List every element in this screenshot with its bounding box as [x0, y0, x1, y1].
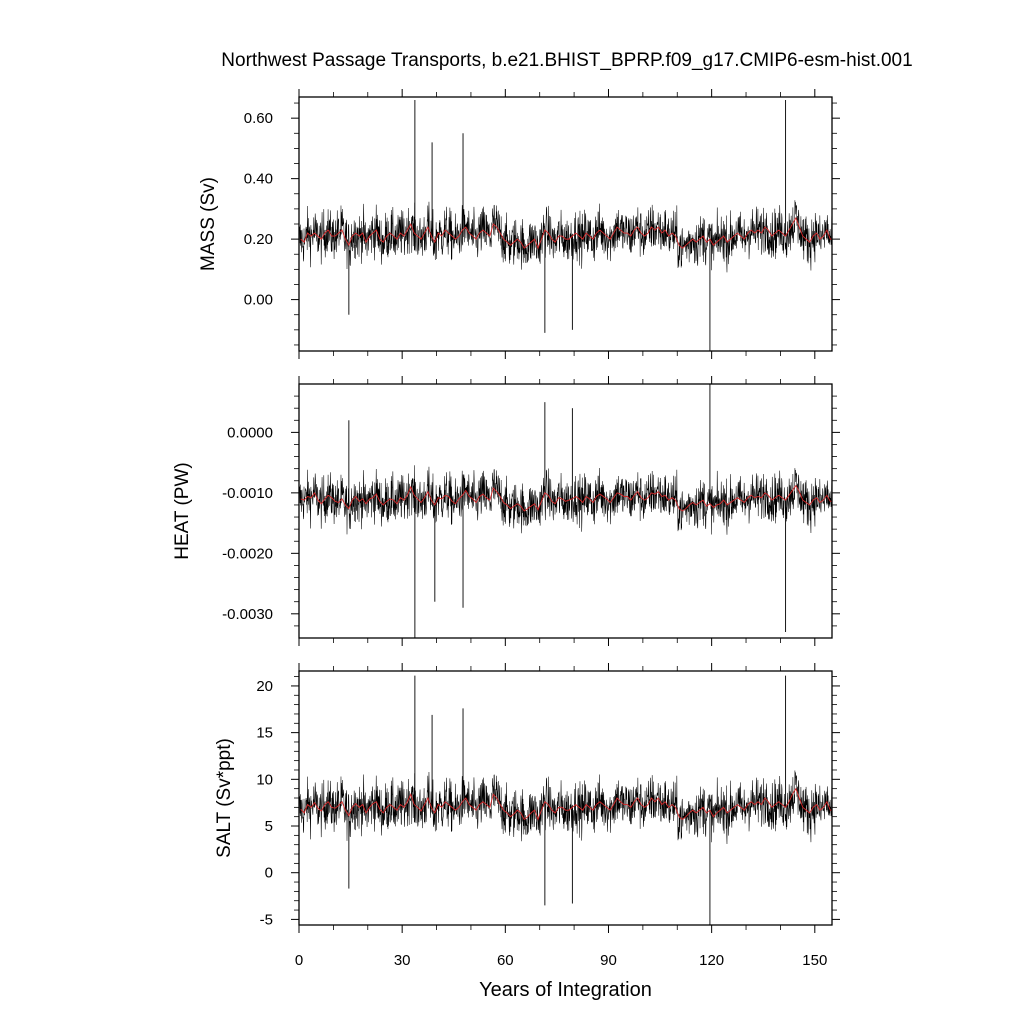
x-tick-label: 0 [295, 952, 303, 969]
monthly-series-line [299, 770, 832, 845]
y-tick-label: 15 [256, 725, 273, 742]
y-tick-label: 5 [265, 818, 273, 835]
plot-frame [298, 383, 833, 639]
x-tick-label: 30 [394, 952, 411, 969]
x-tick-label: 120 [699, 952, 724, 969]
y-tick-label: 10 [256, 771, 273, 788]
y-tick-label: 0.20 [244, 231, 273, 248]
monthly-series-line [299, 465, 832, 535]
y-tick-label: 0.00 [244, 292, 273, 309]
panel-3: -5 0 5 10 15 20 0 30 60 90 120 150 SALT (Sv*ppt) Year… [214, 663, 840, 1001]
y-tick-label: 0 [265, 865, 273, 882]
y-tick-label: -0.0010 [222, 485, 273, 502]
x-tick-label: 60 [497, 952, 514, 969]
y-axis-label: MASS (Sv) [198, 177, 219, 271]
y-tick-label: 0.60 [244, 110, 273, 127]
chart-title: Northwest Passage Transports, b.e21.BHIS… [221, 50, 912, 71]
annual-mean-line [300, 216, 832, 250]
y-tick-label: 0.40 [244, 171, 273, 188]
x-tick-label: 150 [802, 952, 827, 969]
y-axis-label: HEAT (PW) [172, 462, 193, 559]
annual-mean-line [300, 787, 832, 821]
y-tick-label: -5 [260, 911, 273, 928]
y-tick-label: 20 [256, 678, 273, 695]
y-tick-label: 0.0000 [227, 424, 273, 441]
y-tick-label: -0.0020 [222, 545, 273, 562]
monthly-series-line [299, 200, 832, 273]
x-tick-label: 90 [600, 952, 617, 969]
panel-1: 0.00 0.20 0.40 0.60 MASS (Sv) [198, 89, 840, 359]
x-axis-label: Years of Integration [479, 979, 652, 1001]
panel-2: -0.0030 -0.0020 -0.0010 0.0000 HEAT (PW) [172, 376, 840, 646]
annual-mean-line [300, 484, 832, 512]
y-axis-label: SALT (Sv*ppt) [214, 738, 235, 858]
y-tick-label: -0.0030 [222, 606, 273, 623]
